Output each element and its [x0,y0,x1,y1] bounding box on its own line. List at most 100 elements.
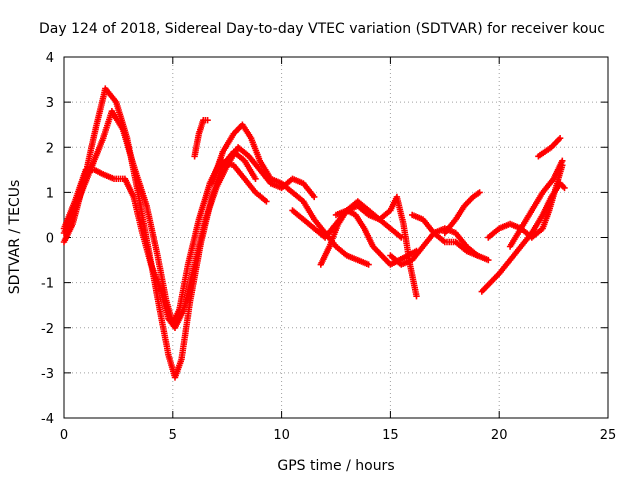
data-point-cluster [352,211,367,230]
data-point-cluster [506,245,523,264]
x-tick-label: 25 [600,428,617,443]
data-point-cluster [400,220,413,266]
data-point-cluster [546,186,559,214]
data-point-cluster [361,225,376,248]
grid-layer [64,57,608,418]
data-point-cluster [506,227,524,250]
data-point-cluster [60,222,75,246]
series-sat-c [60,144,318,331]
y-axis-label: SDTVAR / TECUs [7,180,23,295]
data-point-cluster [195,118,206,137]
data-point-cluster [300,180,318,201]
y-tick-label: 2 [46,141,54,156]
data-point-cluster [156,283,172,320]
data-point-cluster [191,132,202,160]
data-point-cluster [539,177,556,196]
chart-title: Day 124 of 2018, Sidereal Day-to-day VTE… [39,21,605,37]
data-point-cluster [369,243,384,258]
y-tick-label: 0 [46,232,54,247]
data-point-cluster [239,121,254,140]
data-point-cluster [311,216,327,235]
data-point-cluster [230,162,247,181]
data-point-cluster [463,247,481,259]
data-point-cluster [178,299,194,363]
data-point-cluster [430,229,447,244]
data-point-cluster [548,141,558,151]
data-point-cluster [354,256,372,268]
series-sat-e [208,121,372,268]
y-tick-label: -1 [41,277,54,292]
series-sat-j [409,211,481,259]
series-sat-n [506,157,566,250]
data-point-cluster [102,85,119,104]
data-point-cluster [89,137,106,169]
data-point-cluster [469,189,483,201]
y-tick-label: -2 [41,322,54,337]
data-point-cluster [535,149,547,160]
data-point-cluster [452,238,469,253]
series-sat-k [441,189,483,237]
data-point-cluster [487,271,501,286]
data-point-cluster [326,222,341,250]
data-point-cluster [184,218,202,268]
data-point-cluster [154,252,170,302]
y-tick-label: 3 [46,96,54,111]
data-point-cluster [234,144,251,159]
x-tick-label: 5 [169,428,177,443]
data-point-cluster [213,164,230,192]
data-point-cluster [528,226,545,241]
data-point-cluster [550,157,566,182]
data-point-cluster [91,166,105,177]
data-point-cluster [343,252,360,263]
x-tick-label: 10 [273,428,290,443]
data-point-cluster [461,195,475,210]
data-point-cluster [241,157,259,182]
series-sat-i [387,225,492,268]
data-point-cluster [156,306,172,356]
data-point-cluster [419,216,436,235]
x-tick-label: 15 [382,428,399,443]
y-tick-label: -4 [41,412,54,427]
data-point-cluster [121,175,136,199]
data-point-cluster [387,252,403,267]
data-point-cluster [354,202,371,217]
data-point-cluster [300,198,317,221]
data-point-cluster [176,263,191,313]
data-point-cluster [393,193,407,226]
data-point-cluster [528,213,545,237]
data-point-cluster [100,110,115,142]
data-point-cluster [406,261,420,300]
data-point-cluster [123,135,141,194]
x-tick-label: 20 [491,428,508,443]
data-point-cluster [219,132,236,155]
series-sat-o [535,135,564,160]
data-point-cluster [252,189,270,205]
x-tick-label: 0 [60,428,68,443]
series-sat-b [60,85,259,381]
data-point-cluster [452,204,467,223]
data-point-cluster [317,245,332,268]
data-point-cluster [191,218,209,268]
data-point-cluster [256,166,273,185]
data-point-cluster [441,217,458,237]
data-point-cluster [113,98,130,140]
data-point-cluster [354,198,371,213]
data-point-cluster [452,229,469,248]
data-point-cluster [332,243,349,258]
data-point-cluster [247,135,263,162]
data-point-cluster [409,245,425,264]
data-point-cluster [552,135,564,146]
data-point-cluster [496,258,512,277]
data-point-cluster [528,191,545,214]
data-point-cluster [387,225,405,241]
data-point-cluster [517,209,534,232]
data-point-cluster [91,87,108,137]
y-tick-label: 4 [46,51,54,66]
data-point-cluster [143,202,161,257]
data-point-cluster [200,117,211,124]
data-point-cluster [208,150,226,187]
data-point-cluster [60,200,78,232]
data-point-cluster [195,182,213,223]
data-point-cluster [224,145,241,169]
data-point-cluster [376,208,392,223]
